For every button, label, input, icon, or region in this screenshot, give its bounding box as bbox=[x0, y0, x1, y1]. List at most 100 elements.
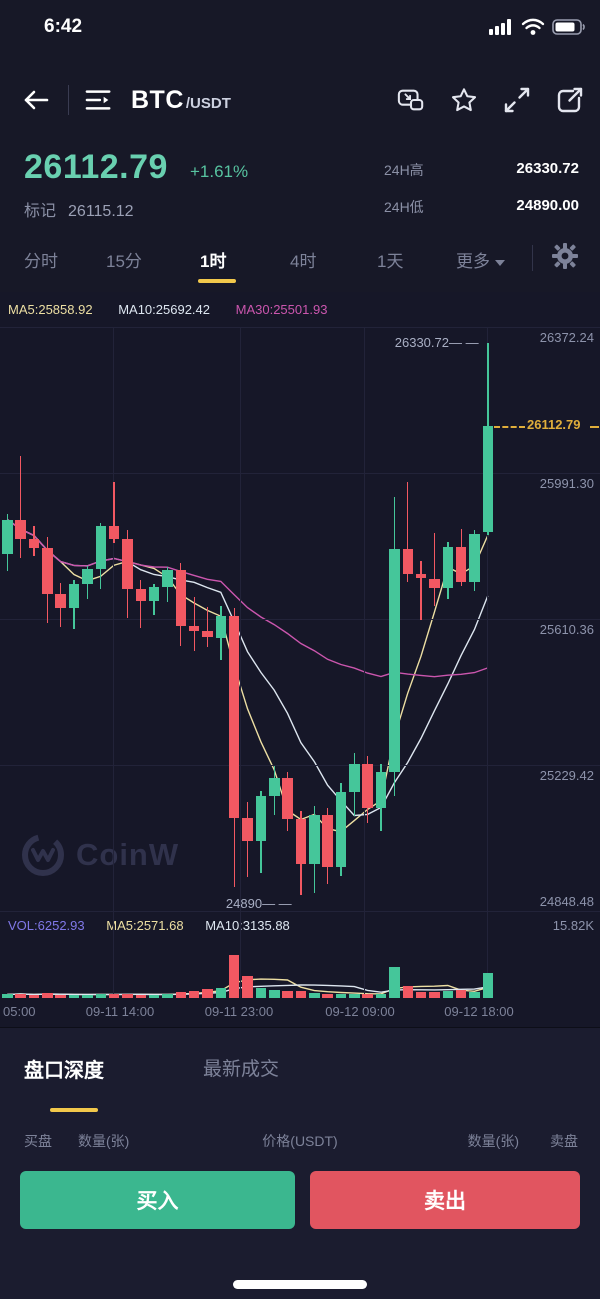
volume-bar bbox=[15, 993, 26, 998]
candle-body bbox=[135, 589, 146, 601]
ma30-legend: MA30:25501.93 bbox=[235, 302, 328, 317]
volume-bar bbox=[42, 993, 53, 998]
status-icons bbox=[488, 18, 586, 36]
volume-bar bbox=[442, 990, 454, 998]
fullscreen-icon[interactable] bbox=[503, 86, 531, 114]
x-axis-label: 09-12 18:00 bbox=[444, 1004, 514, 1019]
gear-icon bbox=[552, 243, 578, 269]
battery-icon bbox=[552, 18, 586, 36]
back-button[interactable] bbox=[22, 86, 50, 114]
candle-wick bbox=[433, 532, 436, 607]
grid-line-horizontal bbox=[0, 911, 600, 912]
candlestick-chart[interactable]: MA5:25858.92 MA10:25692.42 MA30:25501.93… bbox=[0, 292, 600, 1027]
tab-timeline[interactable]: 分时 bbox=[24, 252, 58, 271]
low-24h-label: 24H低 bbox=[384, 199, 424, 215]
tab-1d[interactable]: 1天 bbox=[377, 252, 404, 271]
tab-latest-trades[interactable]: 最新成交 bbox=[203, 1059, 280, 1080]
volume-bar bbox=[375, 994, 387, 998]
candle-wick bbox=[140, 580, 142, 629]
x-axis-label: 09-11 14:00 bbox=[85, 1004, 155, 1019]
candle-body bbox=[95, 526, 106, 570]
candle-body bbox=[362, 764, 373, 808]
chart-switch-icon[interactable] bbox=[397, 86, 425, 114]
volume-bar bbox=[148, 995, 160, 998]
vol-ma5-legend: MA5:2571.68 bbox=[106, 918, 184, 933]
candle-body bbox=[322, 815, 333, 868]
status-bar: 6:42 bbox=[0, 0, 600, 60]
candle-wick bbox=[193, 596, 195, 651]
last-price: 26112.79 bbox=[24, 148, 168, 186]
volume-bar bbox=[362, 993, 373, 998]
volume-bar bbox=[389, 966, 400, 998]
tab-1h[interactable]: 1时 bbox=[200, 252, 227, 271]
volume-bar bbox=[122, 993, 133, 998]
high-24h-value: 26330.72 bbox=[516, 160, 579, 177]
candle-body bbox=[28, 538, 40, 549]
buy-button[interactable]: 买入 bbox=[20, 1171, 295, 1229]
chart-settings-button[interactable] bbox=[552, 243, 578, 269]
tab-15m[interactable]: 15分 bbox=[106, 252, 142, 271]
watermark-text: CoinW bbox=[76, 837, 180, 872]
candle-body bbox=[375, 771, 387, 808]
annotation-high-label: 26330.72— — bbox=[394, 334, 479, 350]
mark-label: 标记 bbox=[24, 203, 57, 220]
volume-bar bbox=[455, 989, 467, 998]
y-axis-label: 24848.48 bbox=[539, 894, 594, 909]
volume-bar bbox=[82, 994, 93, 998]
grid-line-horizontal bbox=[0, 327, 600, 328]
vol-value-legend: VOL:6252.93 bbox=[8, 918, 85, 933]
favorite-star-icon[interactable] bbox=[450, 86, 478, 114]
candle-body bbox=[389, 549, 400, 772]
grid-line-horizontal bbox=[0, 619, 600, 620]
tab-4h[interactable]: 4时 bbox=[290, 252, 317, 271]
home-indicator[interactable] bbox=[233, 1280, 367, 1289]
candle-wick bbox=[206, 606, 209, 648]
volume-bar bbox=[269, 989, 280, 998]
candle-wick bbox=[19, 456, 22, 558]
header-actions bbox=[397, 86, 584, 114]
volume-bar bbox=[309, 993, 320, 998]
chevron-down-icon bbox=[495, 259, 505, 266]
volume-bar bbox=[482, 972, 494, 998]
candle-body bbox=[455, 547, 467, 582]
pair-base: BTC bbox=[131, 85, 184, 114]
ticker-section: 26112.79 +1.61% 标记 26115.12 24H高 26330.72… bbox=[0, 140, 600, 235]
candle-body bbox=[42, 548, 53, 595]
market-list-icon[interactable] bbox=[85, 86, 113, 114]
volume-bar bbox=[335, 994, 347, 998]
volume-bar bbox=[135, 994, 146, 998]
candle-body bbox=[469, 534, 480, 582]
coinw-watermark: CoinW bbox=[20, 832, 179, 878]
volume-bar bbox=[215, 987, 227, 998]
candle-body bbox=[335, 792, 347, 868]
volume-bar bbox=[55, 994, 66, 998]
mark-price: 26115.12 bbox=[68, 203, 134, 220]
volume-bar bbox=[2, 994, 13, 998]
header-divider bbox=[68, 85, 69, 115]
candle-body bbox=[228, 616, 240, 819]
pair-title[interactable]: BTC /USDT bbox=[131, 86, 231, 115]
grid-line-vertical bbox=[113, 327, 114, 998]
y-axis-label: 25229.42 bbox=[539, 768, 594, 783]
ma-line bbox=[6, 518, 489, 817]
volume-bar bbox=[469, 991, 480, 998]
current-price-dash bbox=[494, 426, 525, 429]
tab-more[interactable]: 更多 bbox=[456, 247, 505, 272]
active-tab-underline bbox=[198, 279, 236, 283]
candle-body bbox=[269, 777, 280, 797]
col-amount-left: 数量(张) bbox=[78, 1133, 130, 1149]
ma-lines-overlay bbox=[6, 518, 489, 996]
low-24h-value: 24890.00 bbox=[516, 197, 579, 214]
sell-button[interactable]: 卖出 bbox=[310, 1171, 580, 1229]
tab-depth[interactable]: 盘口深度 bbox=[24, 1060, 104, 1082]
grid-line-horizontal bbox=[0, 473, 600, 474]
volume-bar bbox=[349, 994, 360, 998]
annotation-low-label: 24890— — bbox=[225, 896, 292, 912]
grid-line-vertical bbox=[487, 327, 488, 998]
volume-bar bbox=[402, 985, 413, 998]
candle-body bbox=[148, 586, 160, 601]
volume-bar bbox=[242, 976, 253, 998]
volume-bar bbox=[28, 995, 40, 998]
depth-table-header: 买盘 数量(张) 价格(USDT) 数量(张) 卖盘 bbox=[0, 1131, 600, 1155]
share-icon[interactable] bbox=[556, 86, 584, 114]
